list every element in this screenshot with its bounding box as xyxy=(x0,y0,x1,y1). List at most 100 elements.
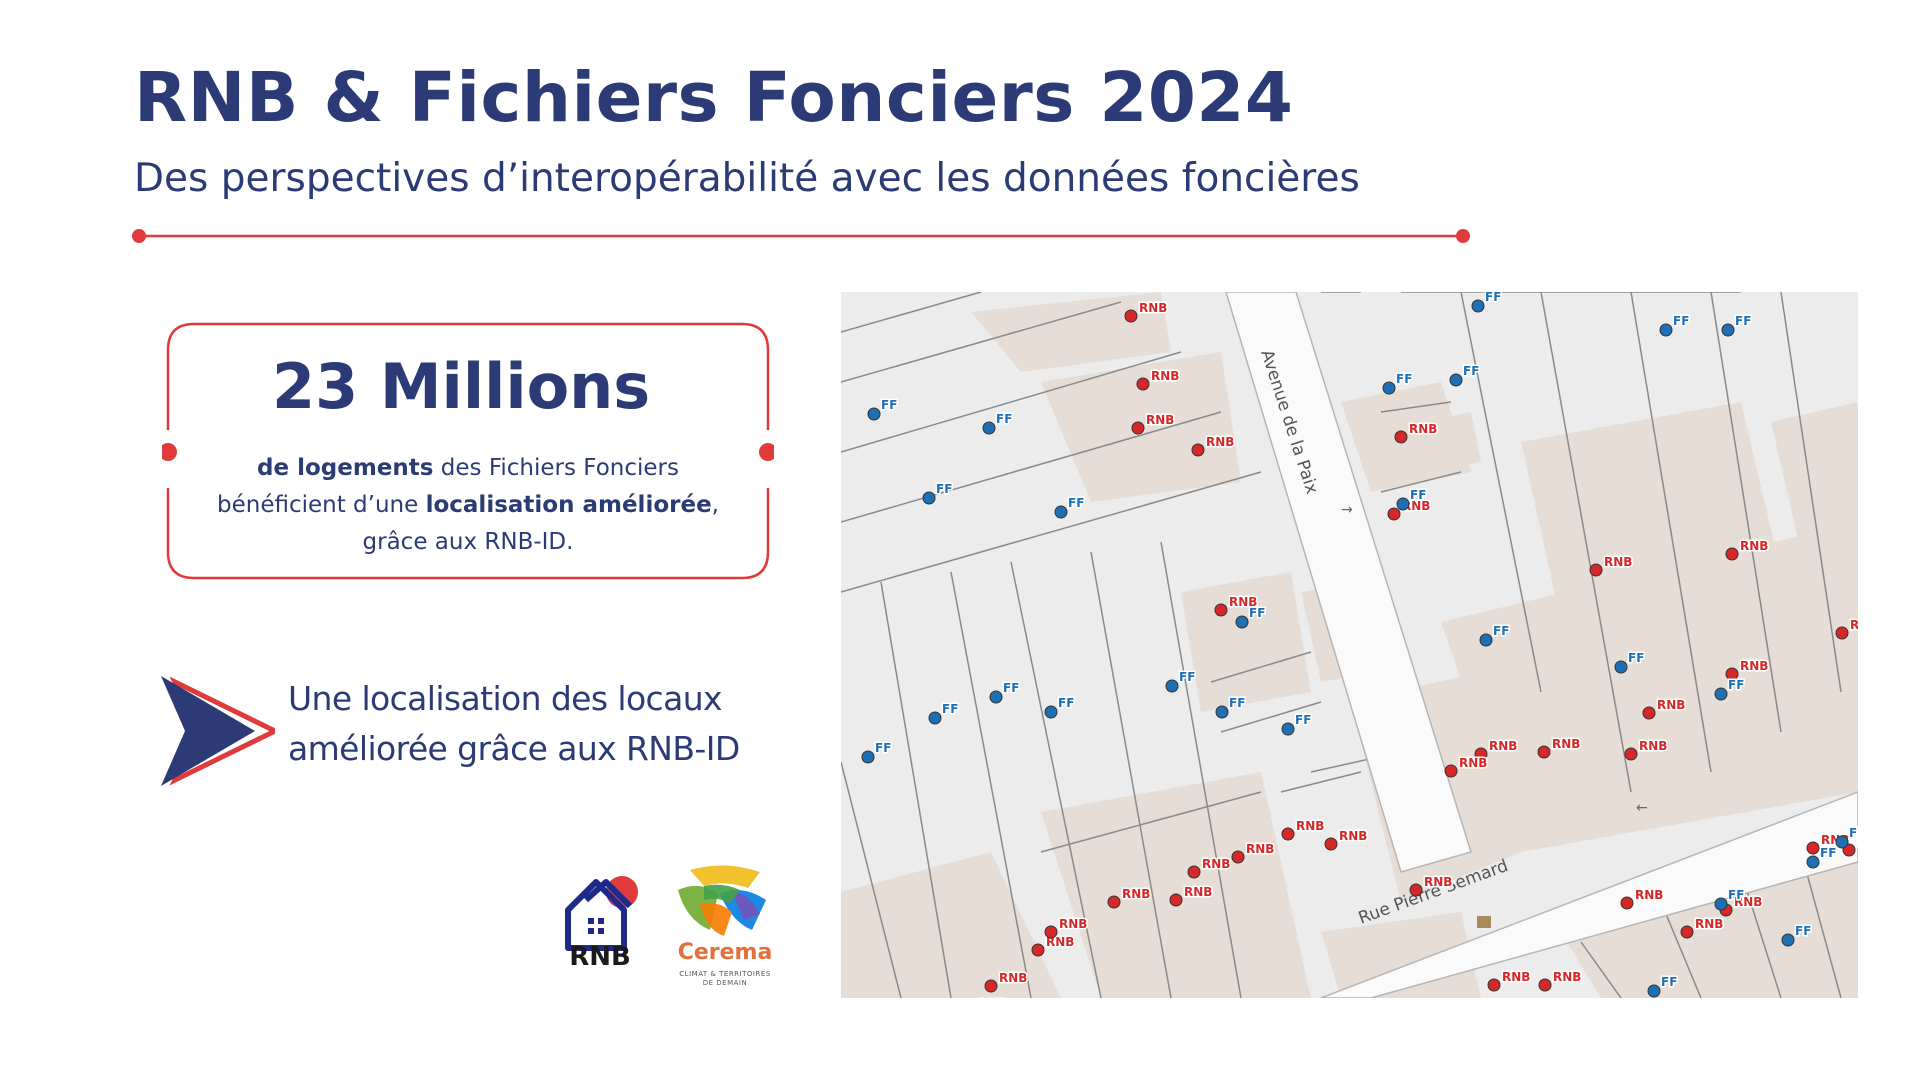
road-direction-arrow: → xyxy=(1341,502,1353,518)
rnb-marker[interactable] xyxy=(1136,377,1150,391)
ff-marker-label: FF xyxy=(1661,975,1677,989)
ff-marker[interactable] xyxy=(1054,505,1068,519)
rnb-marker[interactable] xyxy=(1620,896,1634,910)
rnb-marker[interactable] xyxy=(1231,850,1245,864)
ff-marker[interactable] xyxy=(1714,687,1728,701)
ff-marker[interactable] xyxy=(1215,705,1229,719)
rnb-marker[interactable] xyxy=(1324,837,1338,851)
ff-marker-label: FF xyxy=(1820,846,1836,860)
rnb-marker-label: RNB xyxy=(999,971,1027,985)
ff-marker-label: FF xyxy=(1728,678,1744,692)
ff-marker[interactable] xyxy=(928,711,942,725)
rnb-marker[interactable] xyxy=(1835,626,1849,640)
ff-marker[interactable] xyxy=(1614,660,1628,674)
rnb-house-logo-icon xyxy=(565,876,638,951)
rnb-marker-label: RNB xyxy=(1139,301,1167,315)
rnb-marker[interactable] xyxy=(1131,421,1145,435)
rnb-marker[interactable] xyxy=(1806,841,1820,855)
ff-marker[interactable] xyxy=(867,407,881,421)
cerema-tagline-line-1: CLIMAT & TERRITOIRES xyxy=(679,970,771,978)
ff-marker[interactable] xyxy=(1235,615,1249,629)
ff-marker-label: FF xyxy=(1735,314,1751,328)
rnb-marker[interactable] xyxy=(1044,925,1058,939)
rnb-marker[interactable] xyxy=(1538,978,1552,992)
ff-marker[interactable] xyxy=(1044,705,1058,719)
ff-marker[interactable] xyxy=(989,690,1003,704)
rnb-marker-label: RNB xyxy=(1502,970,1530,984)
poi-marker-icon xyxy=(1477,916,1491,928)
rnb-marker[interactable] xyxy=(1725,547,1739,561)
rnb-marker-label: RNB xyxy=(1229,595,1257,609)
rnb-marker-label: RNB xyxy=(1246,842,1274,856)
rnb-marker-label: RNB xyxy=(1740,539,1768,553)
rnb-marker-label: RNB xyxy=(1409,422,1437,436)
rnb-marker[interactable] xyxy=(1409,883,1423,897)
highlight-line-1: Une localisation des locaux xyxy=(288,679,723,718)
rnb-marker[interactable] xyxy=(1642,706,1656,720)
ff-marker[interactable] xyxy=(1479,633,1493,647)
rnb-marker-label: RNB xyxy=(1459,756,1487,770)
ff-marker[interactable] xyxy=(1382,381,1396,395)
rnb-marker[interactable] xyxy=(1444,764,1458,778)
ff-marker[interactable] xyxy=(1721,323,1735,337)
rnb-marker[interactable] xyxy=(1387,507,1401,521)
rnb-marker-label: RNB xyxy=(1489,739,1517,753)
rnb-marker-label: RNB xyxy=(1857,835,1858,849)
ff-marker[interactable] xyxy=(1281,722,1295,736)
ff-marker[interactable] xyxy=(1471,299,1485,313)
highlight-line-2: améliorée grâce aux RNB-ID xyxy=(288,729,740,768)
ff-marker[interactable] xyxy=(1835,835,1849,849)
ff-marker-label: FF xyxy=(1410,488,1426,502)
ff-marker[interactable] xyxy=(1449,373,1463,387)
rnb-marker[interactable] xyxy=(1474,747,1488,761)
ff-marker-label: FF xyxy=(1249,606,1265,620)
ff-marker[interactable] xyxy=(1806,855,1820,869)
rnb-marker[interactable] xyxy=(1169,893,1183,907)
rnb-marker[interactable] xyxy=(1624,747,1638,761)
stat-desc-bold-1: de logements xyxy=(257,455,434,481)
rnb-marker[interactable] xyxy=(1214,603,1228,617)
ff-marker-label: FF xyxy=(1485,292,1501,304)
rnb-marker[interactable] xyxy=(1107,895,1121,909)
rnb-marker-label: RNB xyxy=(1635,888,1663,902)
ff-marker-label: FF xyxy=(1728,888,1744,902)
ff-marker[interactable] xyxy=(861,750,875,764)
stat-card-frame xyxy=(162,322,774,580)
parcel-map[interactable]: Avenue de la Paix Rue Pierre Semard → ← … xyxy=(841,292,1858,998)
ff-marker[interactable] xyxy=(1714,897,1728,911)
rnb-marker[interactable] xyxy=(1487,978,1501,992)
ff-marker-label: FF xyxy=(1179,670,1195,684)
ff-marker-label: FF xyxy=(942,702,958,716)
ff-marker-label: FF xyxy=(1295,713,1311,727)
ff-marker[interactable] xyxy=(1659,323,1673,337)
rnb-marker[interactable] xyxy=(1281,827,1295,841)
ff-marker[interactable] xyxy=(1781,933,1795,947)
ff-marker[interactable] xyxy=(982,421,996,435)
rnb-marker[interactable] xyxy=(1187,865,1201,879)
stat-description: de logements des Fichiers Fonciers bénéf… xyxy=(192,450,744,561)
ff-marker[interactable] xyxy=(1396,497,1410,511)
ff-marker[interactable] xyxy=(1165,679,1179,693)
ff-marker-label: FF xyxy=(881,398,897,412)
cerema-tagline: CLIMAT & TERRITOIRES DE DEMAIN xyxy=(670,970,780,988)
rnb-marker[interactable] xyxy=(1680,925,1694,939)
buildings xyxy=(841,292,1858,998)
rnb-marker-label: RNB xyxy=(1695,917,1723,931)
rnb-marker[interactable] xyxy=(1031,943,1045,957)
ff-marker-label: FF xyxy=(1795,924,1811,938)
rnb-marker[interactable] xyxy=(1725,667,1739,681)
rnb-marker[interactable] xyxy=(1537,745,1551,759)
rnb-marker[interactable] xyxy=(984,979,998,993)
rnb-marker[interactable] xyxy=(1191,443,1205,457)
ff-marker[interactable] xyxy=(922,491,936,505)
rnb-marker[interactable] xyxy=(1589,563,1603,577)
ff-marker-label: FF xyxy=(1493,624,1509,638)
rnb-marker[interactable] xyxy=(1394,430,1408,444)
rnb-marker-label: RNB xyxy=(1639,739,1667,753)
rnb-marker[interactable] xyxy=(1124,309,1138,323)
cerema-logo-icon xyxy=(678,865,766,936)
rnb-marker-label: RNB xyxy=(1424,875,1452,889)
rnb-marker-label: RNB xyxy=(1339,829,1367,843)
rnb-marker-label: RNB xyxy=(1206,435,1234,449)
ff-marker[interactable] xyxy=(1647,984,1661,998)
